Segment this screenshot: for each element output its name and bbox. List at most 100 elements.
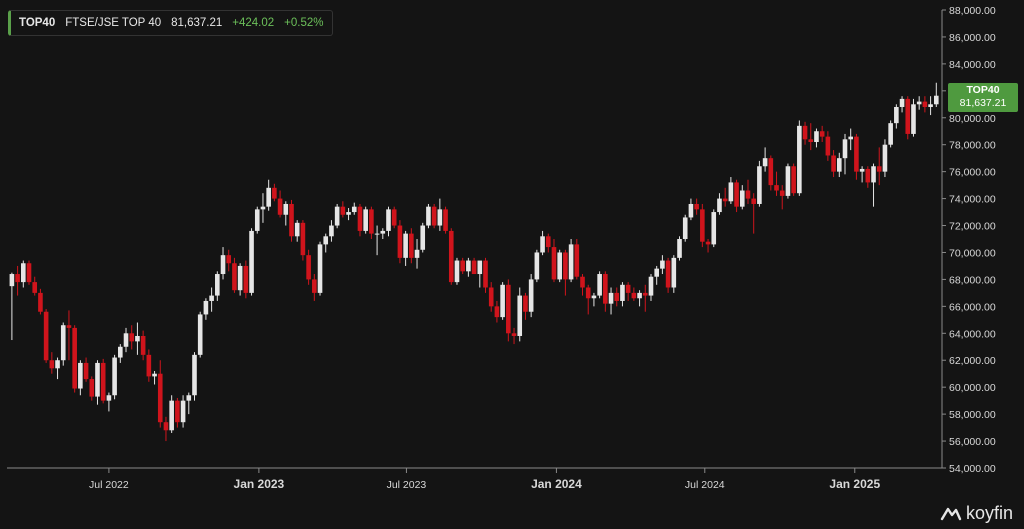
candle bbox=[734, 179, 739, 213]
candle bbox=[26, 260, 32, 285]
candle bbox=[854, 133, 859, 180]
candle bbox=[32, 276, 38, 296]
candle-body bbox=[89, 379, 95, 397]
candle bbox=[722, 187, 728, 207]
candle-body bbox=[665, 260, 671, 288]
candle bbox=[557, 249, 562, 283]
candle bbox=[112, 354, 117, 400]
candle-body bbox=[157, 373, 163, 423]
candle-body bbox=[785, 166, 791, 196]
candle-body bbox=[386, 209, 391, 231]
koyfin-logo-icon bbox=[940, 507, 962, 520]
candle bbox=[779, 185, 785, 210]
candle-body bbox=[317, 244, 323, 293]
candle-body bbox=[254, 209, 260, 231]
candle bbox=[603, 271, 608, 312]
candle bbox=[129, 325, 135, 350]
candle-body bbox=[825, 136, 831, 156]
candle bbox=[152, 371, 157, 385]
candle-body bbox=[118, 346, 123, 358]
candle-body bbox=[363, 209, 368, 231]
candle bbox=[140, 330, 146, 361]
candle-body bbox=[21, 263, 26, 283]
candle bbox=[876, 147, 882, 186]
brand-name: koyfin bbox=[966, 503, 1014, 523]
legend-box[interactable]: TOP40 FTSE/JSE TOP 40 81,637.21 +424.02 … bbox=[8, 10, 333, 36]
candle bbox=[614, 287, 620, 307]
y-tick-labels: 54,000.00 56,000.00 58,000.00 60,000.00 62,0… bbox=[942, 5, 996, 475]
candle bbox=[574, 239, 580, 280]
candle bbox=[911, 98, 916, 137]
candle bbox=[745, 179, 751, 204]
y-tick-label: 60,000.00 bbox=[949, 382, 996, 394]
candle bbox=[443, 206, 448, 234]
y-tick-label: 86,000.00 bbox=[949, 32, 996, 44]
candle bbox=[739, 185, 745, 210]
candle bbox=[642, 284, 648, 312]
candle-body bbox=[580, 276, 585, 288]
candle-body bbox=[420, 225, 426, 250]
candle-body bbox=[517, 295, 523, 336]
candle-body bbox=[894, 106, 899, 124]
candle bbox=[865, 166, 871, 188]
candle-body bbox=[734, 182, 739, 207]
candle bbox=[831, 150, 836, 178]
candle bbox=[768, 155, 774, 191]
x-tick-labels: Jul 2022 Jan 2023 Jul 2023 Jan 2024 Jul 2024… bbox=[89, 468, 880, 491]
candle bbox=[380, 228, 386, 239]
candle bbox=[506, 279, 511, 342]
candle bbox=[825, 131, 831, 161]
candle-body bbox=[694, 203, 699, 210]
y-tick-label: 56,000.00 bbox=[949, 436, 996, 448]
candle bbox=[751, 193, 756, 234]
candle bbox=[226, 249, 232, 272]
candle bbox=[460, 257, 465, 275]
candle-body bbox=[500, 284, 505, 318]
candle-body bbox=[928, 104, 933, 107]
candle-body bbox=[545, 236, 551, 248]
candle-body bbox=[882, 144, 888, 172]
candle-body bbox=[836, 158, 842, 172]
candle bbox=[329, 220, 334, 242]
candle bbox=[426, 203, 431, 229]
candle bbox=[814, 128, 819, 148]
candle-body bbox=[283, 203, 289, 215]
candle bbox=[842, 133, 848, 175]
candle-body bbox=[152, 373, 157, 377]
candle bbox=[163, 416, 169, 442]
candle bbox=[306, 249, 311, 285]
candle bbox=[351, 202, 357, 215]
candle-body bbox=[642, 292, 648, 296]
candle-body bbox=[78, 362, 83, 389]
candle-body bbox=[888, 123, 893, 145]
candle bbox=[346, 208, 351, 221]
candle-body bbox=[403, 233, 408, 258]
candle bbox=[157, 360, 163, 428]
candle-body bbox=[391, 209, 397, 226]
candle-body bbox=[534, 252, 540, 280]
candle-body bbox=[677, 239, 682, 258]
candle-body bbox=[237, 265, 243, 291]
candle bbox=[836, 152, 842, 178]
candle bbox=[21, 260, 26, 288]
candles bbox=[9, 82, 939, 442]
candle bbox=[534, 249, 540, 283]
candle-body bbox=[140, 335, 146, 355]
candle bbox=[266, 179, 271, 211]
candle bbox=[517, 287, 523, 342]
candle bbox=[477, 260, 483, 288]
candle-body bbox=[180, 400, 186, 423]
candle-body bbox=[323, 236, 329, 245]
candle-body bbox=[528, 279, 534, 312]
y-tick-label: 58,000.00 bbox=[949, 409, 996, 421]
candle-body bbox=[169, 400, 174, 431]
candle-body bbox=[859, 168, 865, 172]
candle-body bbox=[768, 158, 774, 186]
candle bbox=[785, 163, 791, 199]
candle bbox=[511, 327, 517, 345]
candle-body bbox=[15, 274, 20, 283]
candle-body bbox=[848, 136, 854, 140]
candle bbox=[654, 265, 659, 285]
candle-body bbox=[466, 260, 471, 272]
